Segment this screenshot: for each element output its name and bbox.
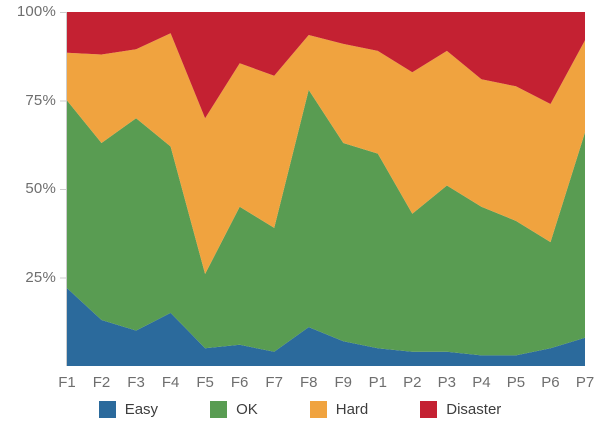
area-hard bbox=[67, 33, 585, 275]
x-tick-label-p6: P6 bbox=[541, 374, 560, 391]
x-tick-label-f8: F8 bbox=[299, 374, 318, 391]
legend-label-disaster: Disaster bbox=[446, 401, 502, 418]
legend-swatch-ok bbox=[210, 401, 228, 418]
x-tick-label-f4: F4 bbox=[161, 374, 180, 391]
y-tick-label-25pct: 25% bbox=[25, 268, 56, 286]
x-tick-label-p1: P1 bbox=[368, 374, 387, 391]
y-tick-label-100pct: 100% bbox=[16, 3, 56, 20]
legend-item-hard: Hard bbox=[309, 400, 369, 419]
legend: Easy OK Hard Disaster bbox=[0, 400, 600, 419]
legend-label-easy: Easy bbox=[124, 401, 159, 418]
x-tick-label-f9: F9 bbox=[334, 374, 353, 391]
legend-swatch-disaster bbox=[420, 401, 438, 418]
legend-label-hard: Hard bbox=[335, 401, 369, 418]
area-disaster bbox=[67, 12, 585, 119]
area-ok bbox=[67, 89, 585, 356]
x-tick-label-f1: F1 bbox=[58, 374, 76, 391]
legend-item-ok: OK bbox=[210, 400, 258, 419]
legend-item-disaster: Disaster bbox=[420, 400, 501, 419]
x-tick-label-f2: F2 bbox=[92, 374, 111, 391]
legend-item-easy: Easy bbox=[98, 400, 159, 419]
x-tick-label-p2: P2 bbox=[403, 374, 422, 391]
y-tick-label-75pct: 75% bbox=[25, 91, 56, 109]
legend-label-ok: OK bbox=[236, 401, 258, 418]
y-tick-label-50pct: 50% bbox=[25, 180, 56, 197]
x-tick-label-p3: P3 bbox=[437, 374, 457, 391]
x-tick-label-p4: P4 bbox=[472, 374, 491, 391]
x-tick-label-f3: F3 bbox=[127, 374, 145, 391]
legend-swatch-hard bbox=[309, 401, 327, 418]
x-tick-label-p5: P5 bbox=[506, 374, 526, 391]
x-tick-label-f6: F6 bbox=[230, 374, 249, 391]
x-tick-label-f5: F5 bbox=[196, 374, 214, 391]
area-easy bbox=[67, 288, 585, 366]
x-tick-label-f7: F7 bbox=[265, 374, 283, 391]
x-tick-label-p7: P7 bbox=[575, 374, 595, 391]
legend-swatch-easy bbox=[98, 401, 116, 418]
